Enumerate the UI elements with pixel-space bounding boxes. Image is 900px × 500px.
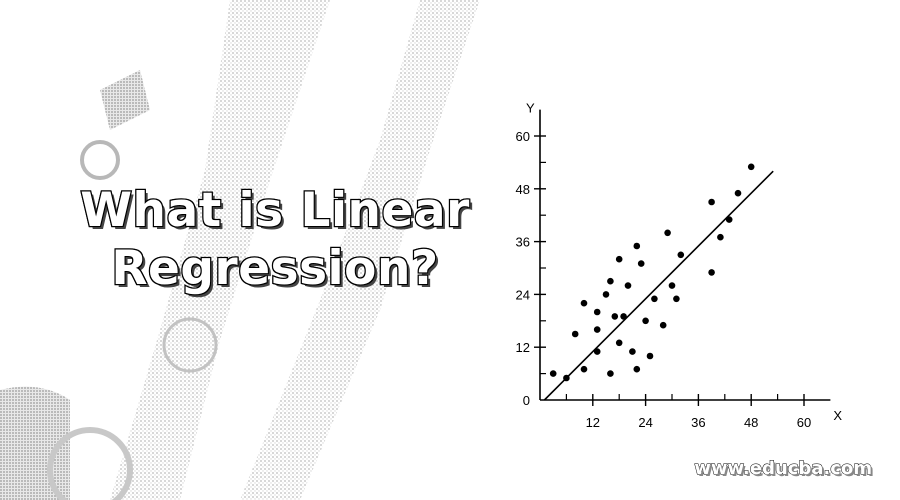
regression-line bbox=[543, 170, 774, 401]
data-point bbox=[668, 282, 676, 289]
y-tick-label: 12 bbox=[516, 340, 530, 355]
x-axis-label: X bbox=[833, 408, 842, 423]
data-point bbox=[673, 295, 680, 303]
data-point bbox=[725, 216, 733, 223]
y-tick-label: 60 bbox=[516, 129, 530, 144]
x-tick-label: 12 bbox=[586, 415, 600, 430]
title-line-2: Regression? bbox=[110, 240, 439, 298]
x-tick-label: 48 bbox=[744, 415, 758, 430]
x-tick-label: 60 bbox=[797, 415, 811, 430]
data-point bbox=[593, 308, 601, 316]
data-point bbox=[646, 352, 654, 360]
data-point bbox=[637, 260, 645, 267]
data-point bbox=[593, 326, 601, 333]
data-point bbox=[659, 321, 667, 329]
data-point bbox=[624, 282, 632, 289]
data-point bbox=[717, 233, 724, 241]
data-point bbox=[734, 189, 742, 197]
data-point bbox=[615, 339, 623, 347]
data-point bbox=[611, 313, 619, 320]
y-tick-label: 48 bbox=[516, 182, 530, 197]
data-point bbox=[563, 374, 570, 382]
data-point bbox=[629, 348, 636, 355]
page-title: What is Linear Regression? bbox=[40, 182, 510, 298]
y-tick-label: 0 bbox=[523, 393, 530, 408]
data-point bbox=[620, 313, 627, 320]
data-point bbox=[677, 251, 685, 259]
data-point bbox=[747, 163, 755, 171]
data-point bbox=[580, 365, 588, 373]
data-point bbox=[607, 277, 614, 285]
data-point bbox=[607, 370, 614, 377]
data-point bbox=[602, 291, 610, 298]
data-point bbox=[593, 348, 601, 355]
data-point bbox=[664, 229, 671, 237]
y-axis-label: Y bbox=[526, 101, 535, 116]
data-point bbox=[708, 269, 715, 276]
data-point bbox=[708, 198, 715, 206]
data-point bbox=[633, 365, 641, 373]
data-point bbox=[633, 242, 641, 250]
data-point bbox=[580, 299, 588, 307]
y-tick-label: 24 bbox=[516, 287, 530, 302]
title-line-1: What is Linear bbox=[79, 182, 471, 240]
data-point bbox=[615, 255, 623, 263]
x-tick-label: 24 bbox=[638, 415, 652, 430]
data-point bbox=[549, 370, 557, 377]
data-point bbox=[651, 295, 658, 303]
data-point bbox=[571, 330, 579, 338]
data-point bbox=[642, 317, 649, 325]
scatter-chart: 0 12 24 36 48 60 12 24 36 48 60 Y X bbox=[516, 101, 843, 430]
y-tick-label: 36 bbox=[516, 235, 530, 250]
site-watermark: www.educba.com bbox=[694, 458, 873, 480]
x-tick-label: 36 bbox=[691, 415, 705, 430]
